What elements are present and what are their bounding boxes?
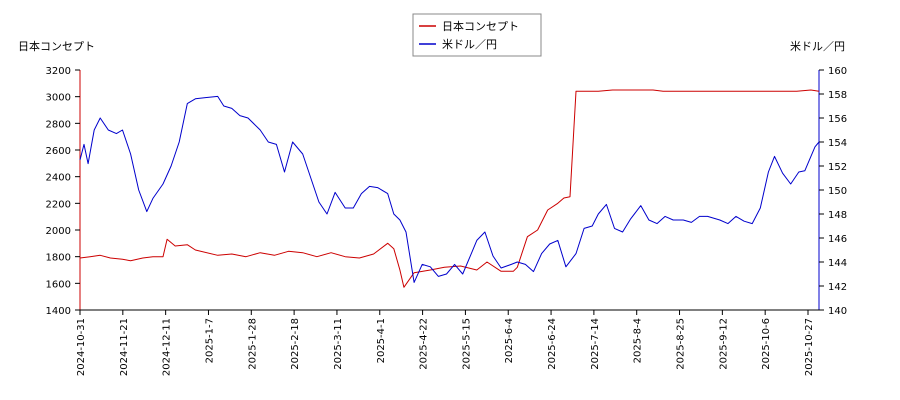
left-tick-label: 1600: [46, 279, 71, 290]
right-tick-label: 140: [828, 306, 847, 317]
x-tick-label: 2025-1-28: [247, 318, 258, 370]
left-tick-label: 3000: [46, 93, 71, 104]
left-tick-label: 2400: [46, 173, 71, 184]
right-axis-ticks: 140 142 144 146 148 150 152 154 156 158 160: [819, 66, 847, 317]
right-tick-label: 150: [828, 186, 847, 197]
right-tick-label: 160: [828, 66, 847, 77]
legend: 日本コンセプト 米ドル／円: [412, 13, 542, 57]
right-axis-title: 米ドル／円: [790, 40, 845, 53]
x-tick-label: 2025-10-6: [761, 318, 772, 370]
x-tick-label: 2025-8-4: [633, 318, 644, 363]
right-tick-label: 144: [828, 258, 847, 269]
x-axis-ticks: 2024-10-31 2024-11-21 2024-12-11 2025-1-7 20…: [76, 310, 815, 376]
series-line-usdjpy: [79, 95, 820, 283]
right-tick-label: 146: [828, 234, 847, 245]
x-tick-label: 2025-4-22: [419, 318, 430, 370]
left-tick-label: 2600: [46, 146, 71, 157]
legend-label-nihon-concept: 日本コンセプト: [442, 19, 519, 33]
right-tick-label: 154: [828, 138, 847, 149]
x-tick-label: 2024-12-11: [162, 318, 173, 376]
right-tick-label: 142: [828, 282, 847, 293]
x-tick-label: 2024-10-31: [76, 318, 87, 376]
x-tick-label: 2025-4-1: [376, 318, 387, 363]
x-tick-label: 2025-3-11: [333, 318, 344, 370]
left-axis-ticks: 1400 1600 1800 2000 2200 2400 2600 2800 3000 3200: [46, 66, 80, 317]
legend-box: [412, 13, 542, 57]
x-tick-label: 2025-10-27: [804, 318, 815, 376]
series-line-nihon-concept: [79, 89, 820, 288]
left-tick-label: 2200: [46, 199, 71, 210]
x-tick-label: 2024-11-21: [119, 318, 130, 376]
x-tick-label: 2025-6-24: [547, 318, 558, 370]
left-tick-label: 2000: [46, 226, 71, 237]
left-tick-label: 1800: [46, 253, 71, 264]
plot-frame: [79, 70, 820, 311]
x-tick-label: 2025-8-25: [676, 318, 687, 370]
right-tick-label: 152: [828, 162, 847, 173]
right-tick-label: 158: [828, 90, 847, 101]
x-tick-label: 2025-7-14: [590, 318, 601, 370]
x-tick-label: 2025-2-18: [290, 318, 301, 370]
x-tick-label: 2025-1-7: [204, 318, 215, 363]
x-tick-label: 2025-6-4: [504, 318, 515, 363]
right-tick-label: 156: [828, 114, 847, 125]
x-tick-label: 2025-5-15: [461, 318, 472, 370]
series-layer: [79, 89, 820, 288]
left-tick-label: 3200: [46, 66, 71, 77]
left-tick-label: 2800: [46, 119, 71, 130]
right-tick-label: 148: [828, 210, 847, 221]
left-axis-title: 日本コンセプト: [18, 39, 95, 53]
legend-label-usdjpy: 米ドル／円: [442, 38, 497, 51]
left-tick-label: 1400: [46, 306, 71, 317]
x-tick-label: 2025-9-12: [718, 318, 729, 370]
